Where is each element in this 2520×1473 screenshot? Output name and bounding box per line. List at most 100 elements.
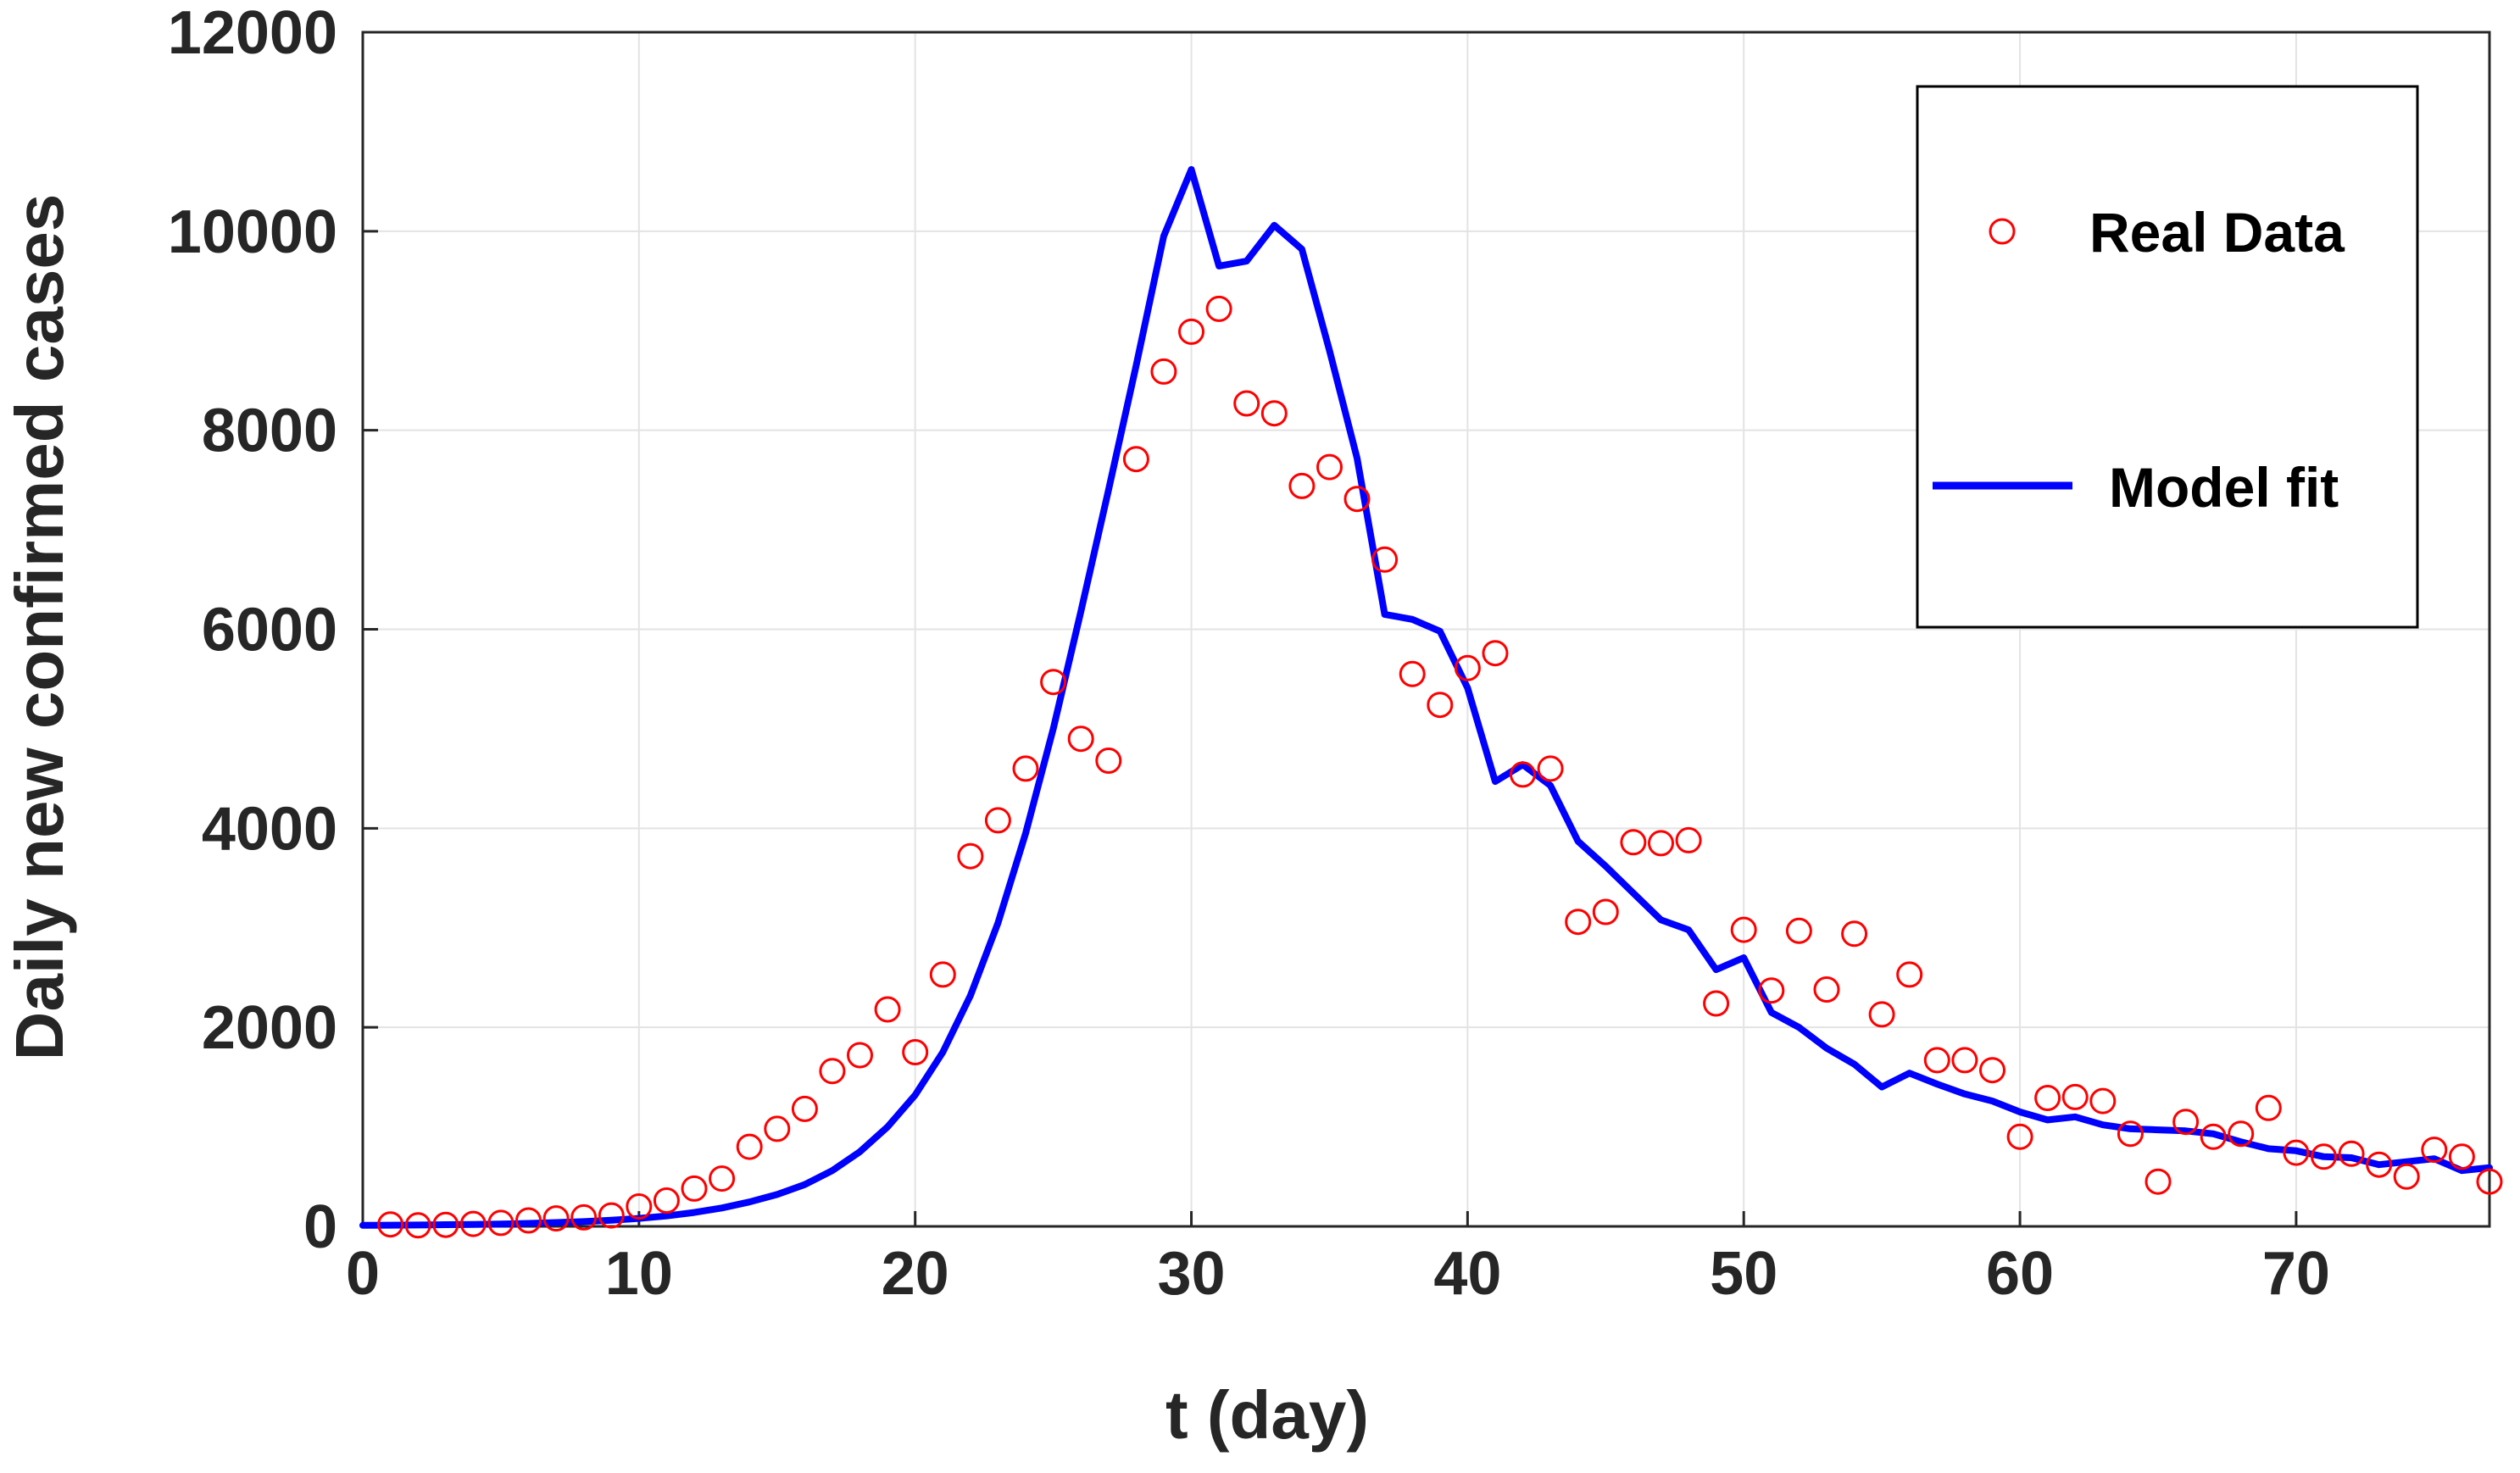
real-data-point — [2338, 1140, 2365, 1167]
model-fit-series — [359, 166, 2493, 1229]
real-data-point — [459, 1210, 487, 1237]
real-data-point — [1150, 358, 1177, 385]
real-data-point — [1979, 1057, 2005, 1084]
real-data-point — [1703, 990, 1730, 1017]
y-tick-label: 2000 — [202, 994, 337, 1062]
real-data-point — [1510, 761, 1536, 788]
real-data-point — [1785, 917, 1812, 944]
real-data-point — [487, 1209, 515, 1237]
real-data-point — [902, 1039, 929, 1065]
real-data-point — [1537, 755, 1564, 782]
legend-real-data-marker — [1989, 218, 2016, 245]
model-fit-line — [359, 166, 2493, 1229]
real-data-point — [847, 1042, 873, 1069]
real-data-point — [404, 1212, 431, 1239]
real-data-point — [819, 1058, 846, 1085]
real-data-point — [1260, 400, 1288, 427]
real-data-point — [1040, 669, 1067, 696]
real-data-point — [1233, 390, 1260, 417]
real-data-point — [1896, 961, 1923, 988]
real-data-point — [2366, 1151, 2393, 1178]
real-data-point — [1454, 654, 1481, 681]
real-data-point — [2061, 1083, 2089, 1110]
y-tick-label: 12000 — [168, 0, 337, 67]
real-data-point — [2089, 1087, 2117, 1114]
real-data-point — [2117, 1120, 2144, 1148]
y-tick-label: 8000 — [202, 397, 337, 465]
real-data-point — [377, 1211, 404, 1238]
real-data-point — [1316, 453, 1343, 481]
real-data-point — [1012, 755, 1039, 782]
real-data-point — [626, 1193, 653, 1220]
real-data-point — [1730, 916, 1757, 943]
real-data-point — [1565, 909, 1592, 936]
real-data-point — [2421, 1137, 2448, 1164]
x-tick-label: 30 — [1157, 1240, 1225, 1308]
real-data-point — [598, 1202, 625, 1229]
x-tick-label: 50 — [1710, 1240, 1777, 1308]
y-tick-label: 10000 — [168, 198, 337, 266]
real-data-point — [957, 842, 984, 870]
real-data-point — [515, 1207, 542, 1234]
legend: Real Data Model fit — [1916, 85, 2419, 629]
real-data-point — [1067, 725, 1094, 753]
x-axis-label: t (day) — [1165, 1377, 1369, 1453]
real-data-point — [2228, 1120, 2255, 1148]
real-data-point — [1178, 318, 1204, 345]
real-data-point — [709, 1165, 736, 1192]
real-data-point — [874, 996, 901, 1023]
real-data-point — [1758, 977, 1785, 1004]
x-tick-label: 60 — [1986, 1240, 2054, 1308]
y-tick-label: 6000 — [202, 597, 337, 664]
y-tick-label: 0 — [303, 1193, 337, 1261]
real-data-point — [570, 1203, 598, 1231]
real-data-point — [2448, 1143, 2475, 1170]
real-data-point — [1399, 660, 1426, 687]
legend-real-data-label: Real Data — [2089, 201, 2345, 264]
real-data-point — [2172, 1109, 2200, 1136]
x-tick-label: 0 — [346, 1240, 380, 1308]
real-data-point — [2006, 1123, 2033, 1150]
real-data-point — [2200, 1123, 2227, 1150]
real-data-point — [1343, 486, 1371, 513]
real-data-point — [929, 961, 956, 988]
real-data-point — [984, 807, 1011, 834]
real-data-point — [1923, 1047, 1950, 1074]
real-data-point — [653, 1187, 680, 1214]
real-data-point — [1868, 1001, 1895, 1028]
x-tick-label: 70 — [2262, 1240, 2330, 1308]
real-data-point — [1122, 446, 1149, 473]
x-tick-label: 20 — [882, 1240, 949, 1308]
real-data-point — [1095, 748, 1122, 774]
real-data-point — [1592, 898, 1619, 925]
real-data-point — [542, 1205, 570, 1232]
real-data-point — [1288, 472, 1316, 499]
tick-labels: 0 10 20 30 40 50 60 70 0 2000 4000 6000 8000 10000 120… — [168, 0, 2330, 1308]
real-data-point — [1841, 920, 1868, 948]
real-data-point — [1813, 976, 1840, 1003]
real-data-point — [1620, 829, 1647, 856]
real-data-point — [2255, 1094, 2282, 1121]
real-data-point — [681, 1175, 708, 1202]
x-tick-label: 40 — [1433, 1240, 1501, 1308]
real-data-point — [1205, 295, 1232, 322]
x-tick-label: 10 — [605, 1240, 673, 1308]
real-data-point — [764, 1115, 791, 1142]
real-data-point — [2145, 1168, 2172, 1195]
plot-frame — [361, 31, 2491, 1228]
real-data-point — [1951, 1047, 1978, 1074]
legend-model-fit-label: Model fit — [2109, 456, 2339, 519]
real-data-point — [1648, 830, 1674, 857]
real-data-point — [791, 1095, 818, 1122]
real-data-point — [2034, 1085, 2061, 1111]
real-data-point — [1427, 692, 1454, 719]
y-tick-label: 4000 — [202, 795, 337, 863]
real-data-point — [2393, 1163, 2420, 1190]
real-data-point — [1482, 640, 1509, 667]
legend-box — [1916, 85, 2419, 629]
real-data-point — [432, 1211, 459, 1238]
real-data-point — [2476, 1168, 2503, 1195]
real-data-point — [736, 1133, 763, 1160]
